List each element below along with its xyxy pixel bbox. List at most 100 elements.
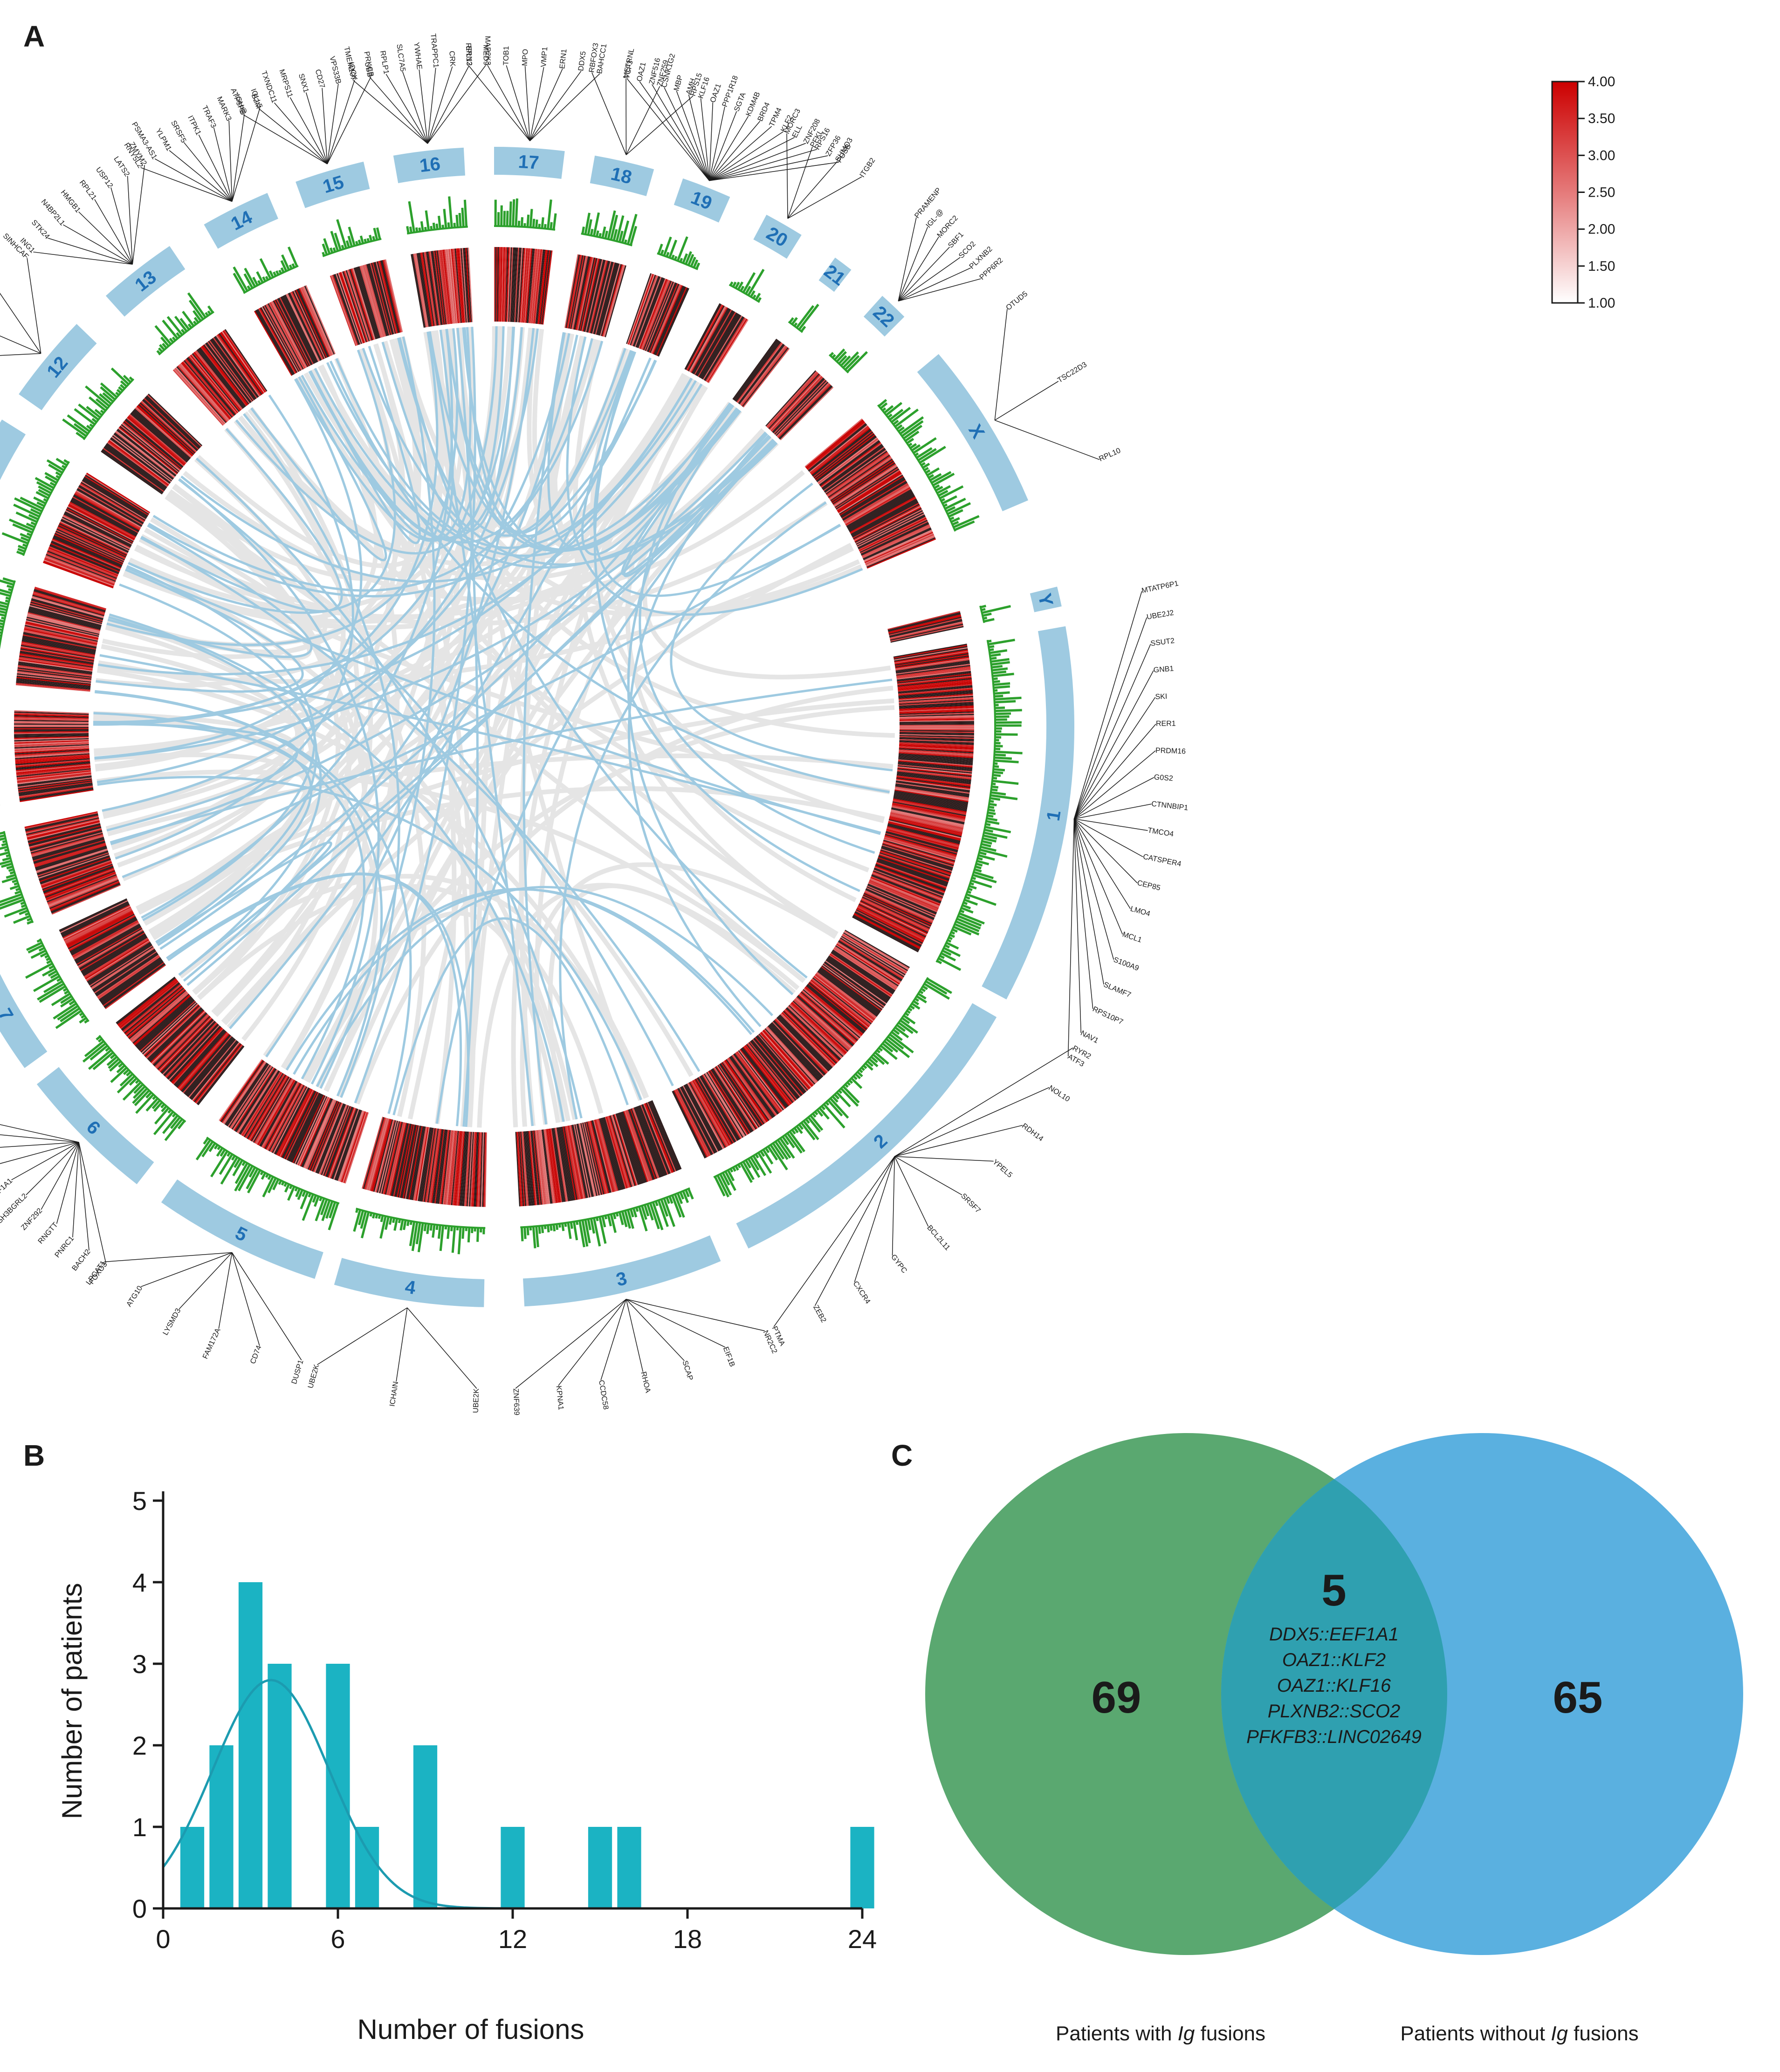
gene-leader-line: [73, 1142, 79, 1237]
gene-leader-line: [1074, 819, 1122, 934]
gene-label: ATG10: [125, 1284, 144, 1308]
gene-label: RPLP1: [378, 50, 390, 75]
gene-label: G0S2: [1154, 773, 1173, 782]
gene-leader-line: [327, 84, 338, 164]
gene-leader-line: [169, 151, 232, 202]
gene-leader-line: [0, 289, 41, 353]
gene-label: SGTA: [733, 91, 747, 113]
colorbar-tick-label: 2.00: [1588, 222, 1615, 237]
gene-leader-line: [626, 1299, 764, 1331]
heat-cell-9: [14, 726, 89, 727]
gene-leader-line: [525, 66, 530, 141]
gene-label: CRK: [447, 51, 456, 67]
gene-label: CTNNBIP1: [1151, 800, 1189, 812]
gene-leader-line: [427, 68, 436, 144]
gene-leader-line: [229, 121, 232, 202]
gene-label: SSUT2: [1150, 637, 1175, 648]
colorbar-tick-label: 1.00: [1588, 295, 1615, 311]
gene-leader-line: [396, 1308, 407, 1381]
heat-cell-17: [494, 247, 495, 322]
heat-cell-22: [774, 379, 826, 434]
heat-cell-22: [773, 378, 825, 433]
gene-leader-line: [995, 420, 1100, 460]
gene-leader-line: [1074, 697, 1155, 819]
gene-leader-line: [894, 1125, 1023, 1157]
gene-label: ATP5PB: [229, 87, 247, 116]
gene-leader-line: [111, 187, 132, 264]
histogram-chr-4: [354, 1209, 484, 1254]
gene-leader-line: [199, 135, 232, 201]
gene-label: BRD4: [756, 101, 772, 123]
gene-leader-line: [601, 1299, 626, 1380]
histogram-chr-21: [790, 304, 818, 331]
gene-label: SKI: [1155, 693, 1168, 701]
gene-label: BACH2: [71, 1248, 92, 1273]
gene-label: MPO: [521, 49, 530, 66]
gene-leader-line: [788, 147, 812, 219]
gene-leader-line: [709, 162, 839, 181]
gene-leader-line: [128, 176, 133, 265]
gene-label: MRPS11: [277, 69, 294, 99]
y-axis-title: Number of patients: [56, 1583, 88, 1819]
gene-leader-line: [894, 1157, 962, 1195]
gene-leader-line: [41, 1142, 79, 1209]
gene-leader-line: [0, 323, 41, 353]
venn-label-without-ig-italic: Ig: [1551, 2022, 1568, 2045]
gene-leader-line: [1074, 804, 1151, 819]
gene-leader-line: [79, 1142, 106, 1263]
venn-diagram: 69 65 5 DDX5::EEF1A1OAZ1::KLF2OAZ1::KLF1…: [925, 1433, 1743, 2045]
gene-leader-line: [232, 114, 244, 201]
gene-label: BCL2L11: [925, 1224, 951, 1252]
gene-label: EEF1A1: [0, 1177, 14, 1201]
gene-label: RER1: [1156, 720, 1176, 728]
gene-label: OAZ1: [636, 62, 648, 82]
venn-label-with-ig-suffix: fusions: [1195, 2022, 1265, 2045]
gene-label: RPS10P7: [1091, 1005, 1124, 1026]
gene-leader-line: [788, 161, 838, 219]
gene-leader-line: [787, 133, 788, 218]
gene-leader-line: [709, 111, 737, 181]
gene-leader-line: [327, 80, 355, 164]
histogram-chr-19: [659, 237, 699, 269]
gene-label: RDH14: [1020, 1122, 1045, 1143]
gene-label: CCDC58: [597, 1379, 610, 1410]
colorbar-tick-label: 4.00: [1588, 74, 1615, 89]
colorbar-tick-label: 2.50: [1588, 185, 1615, 200]
gene-leader-line: [898, 218, 916, 301]
histogram-chr-17: [495, 199, 556, 230]
venn-label-with-ig-italic: Ig: [1178, 2022, 1195, 2045]
gene-label: SNX1: [297, 73, 310, 94]
gene-label: RNGTT: [37, 1221, 60, 1246]
gene-label: EIF1B: [722, 1346, 736, 1368]
gene-leader-line: [592, 73, 626, 155]
gene-label: ITGB2: [859, 157, 877, 179]
gene-label: YPEL5: [991, 1158, 1014, 1180]
gene-label: CD27: [314, 69, 326, 89]
gene-label: B2M: [250, 93, 263, 110]
gene-label: NOL10: [1047, 1084, 1071, 1104]
chromosome-16-label: 16: [419, 153, 441, 176]
gene-leader-line: [219, 1253, 232, 1329]
y-tick-label: 1: [132, 1812, 147, 1842]
gene-leader-line: [1074, 591, 1141, 819]
panel-c-letter: C: [891, 1439, 913, 1472]
gene-leader-line: [626, 1299, 643, 1372]
bar-x-9: [413, 1745, 437, 1908]
gene-label: UBE2K: [472, 1388, 481, 1413]
gene-leader-line: [626, 86, 660, 155]
intersection-fusion-item: PFKFB3::LINC02649: [1246, 1727, 1422, 1747]
gene-leader-line: [626, 1299, 684, 1361]
colorbar-tick-label: 3.00: [1588, 148, 1615, 163]
gene-leader-line: [0, 1142, 79, 1164]
x-tick-label: 24: [848, 1924, 877, 1954]
gene-leader-line: [317, 1308, 407, 1365]
histogram-chr-Y: [981, 606, 1011, 621]
heat-cell-21: [739, 344, 785, 405]
intersection-fusion-item: OAZ1::KLF2: [1282, 1650, 1386, 1670]
gene-label: ZNF292: [20, 1207, 44, 1232]
gene-label: PNRC1: [54, 1235, 76, 1259]
gene-label: RPL21: [78, 178, 98, 201]
gene-leader-line: [788, 177, 862, 218]
gene-label: OAZ1: [709, 82, 723, 103]
venn-label-without-ig-suffix: fusions: [1568, 2022, 1639, 2045]
